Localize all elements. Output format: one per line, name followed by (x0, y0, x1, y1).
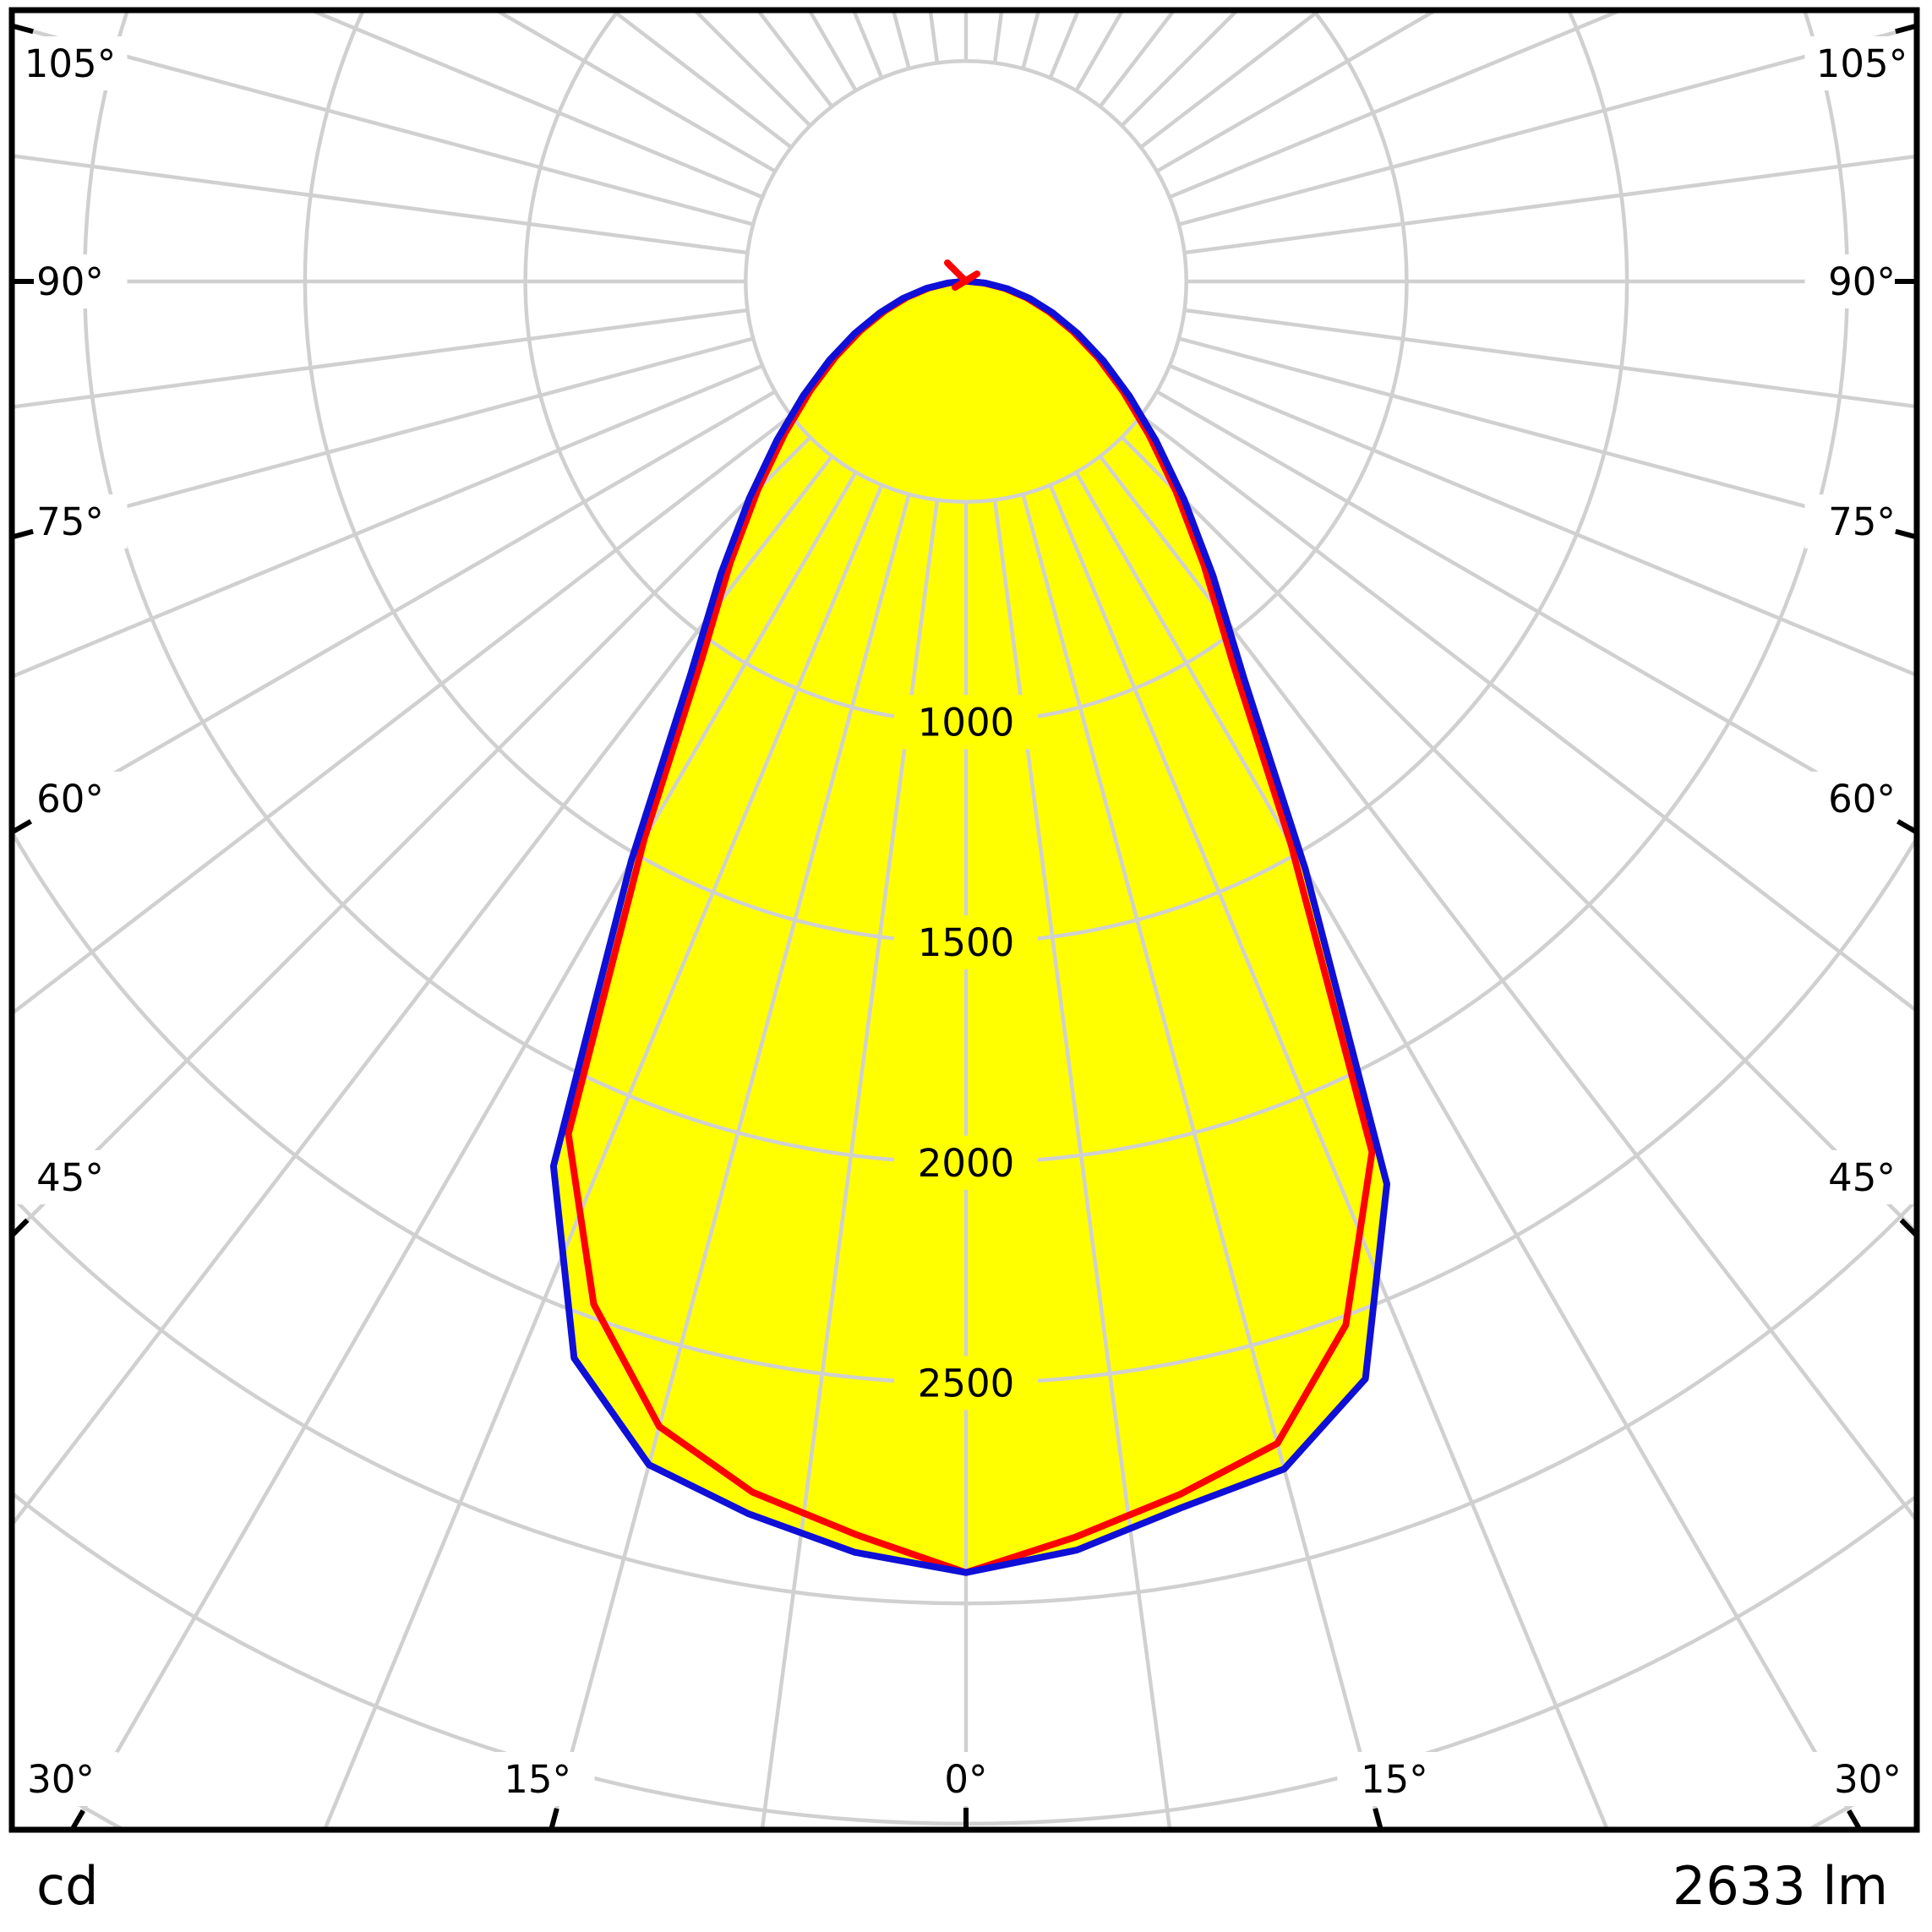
spoke-120deg (1155, 10, 1440, 173)
spoke--105deg (12, 24, 754, 226)
frame-layer (8, 7, 1920, 1833)
spoke--97.5deg (12, 154, 748, 255)
spoke-30deg (1074, 471, 1863, 1830)
axis-tick (69, 1809, 85, 1831)
spoke-22.5deg (1048, 483, 1610, 1830)
axis-tick (1896, 819, 1918, 835)
degree-label-gap (924, 1752, 1008, 1806)
ring-label-gap-1500 (894, 915, 1038, 970)
spoke-105deg (1178, 25, 1917, 226)
degree-label-gap (13, 494, 128, 549)
spoke--45deg (12, 435, 812, 1239)
ring-label-1000: 1000 (918, 700, 1015, 745)
degree-label-bottom-left-30: 30° (27, 1757, 95, 1802)
grid-label-layer: 1000 1500 2000 2500 45° 45° 60° 60° 75° 75° 90° 90°… (3, 36, 1925, 1806)
degree-label-right-60: 60° (1828, 777, 1896, 821)
degree-label-right-90: 90° (1828, 259, 1896, 304)
degree-label-right-105: 105° (1816, 41, 1907, 86)
spoke--52.5deg (12, 413, 793, 1017)
degree-label-gap (480, 1752, 595, 1806)
plot-border (8, 7, 1920, 1833)
spoke-52.5deg (1139, 413, 1917, 1014)
spoke-37.5deg (1098, 455, 1917, 1524)
degree-label-left-90: 90° (36, 259, 104, 304)
intensity-curve-layer (549, 259, 1390, 1576)
spoke-67.5deg (1168, 363, 1917, 678)
axis-tick (10, 819, 33, 835)
ring-label-2500: 2500 (918, 1362, 1015, 1406)
degree-label-gap (13, 1150, 128, 1204)
degree-label-left-60: 60° (36, 777, 104, 821)
ring-label-2000: 2000 (918, 1141, 1015, 1186)
degree-label-gap (1804, 36, 1919, 90)
axis-tick (1895, 528, 1918, 540)
apex-spike (944, 259, 969, 285)
degree-label-right-75: 75° (1828, 499, 1896, 544)
spoke--7.5deg (760, 499, 940, 1830)
degree-label-gap (1337, 1752, 1452, 1806)
degree-label-gap (13, 771, 128, 826)
spoke-112.5deg (1168, 10, 1626, 199)
spoke--37.5deg (12, 455, 834, 1529)
axis-tick (1847, 1809, 1863, 1831)
degree-label-gap (13, 36, 128, 90)
degree-label-bottom-right-15: 15° (1361, 1757, 1428, 1802)
spoke--67.5deg (12, 363, 764, 679)
degree-label-gap (1804, 494, 1919, 549)
ring-label-gap-1000 (894, 695, 1038, 750)
spoke-97.5deg (1184, 154, 1917, 255)
spoke-75deg (1178, 336, 1917, 538)
degree-label-left-105: 105° (25, 41, 116, 86)
luminous-flux-label: 2633 lm (1673, 1855, 1888, 1917)
spoke--120deg (492, 10, 777, 173)
degree-label-left-45: 45° (36, 1155, 104, 1200)
degree-label-left-75: 75° (36, 499, 104, 544)
c0-c180-curve (549, 278, 1390, 1576)
axis-tick (548, 1808, 559, 1831)
spoke--15deg (548, 494, 911, 1830)
ring-label-gap-2000 (894, 1135, 1038, 1190)
spoke--75deg (12, 336, 754, 539)
spoke-60deg (1155, 390, 1917, 833)
degree-label-bottom-0: 0° (944, 1757, 987, 1802)
spoke-82.5deg (1184, 308, 1917, 409)
degree-label-gap (1810, 1752, 1925, 1806)
degree-label-gap (3, 1752, 118, 1806)
axis-tick (1373, 1808, 1384, 1831)
apex-cross (952, 270, 980, 291)
degree-label-bottom-right-30: 30° (1834, 1757, 1902, 1802)
spoke--82.5deg (12, 308, 748, 409)
spoke--60deg (12, 390, 777, 835)
degree-label-gap (1804, 1150, 1919, 1204)
axis-tick (11, 528, 34, 540)
unit-label: cd (36, 1855, 98, 1917)
spoke-7.5deg (992, 499, 1172, 1830)
axis-tick (11, 23, 34, 35)
spoke--30deg (69, 471, 858, 1830)
axis-tick (1895, 23, 1918, 35)
spoke-15deg (1021, 494, 1384, 1830)
spoke-45deg (1120, 435, 1917, 1236)
degree-label-bottom-left-15: 15° (504, 1757, 571, 1802)
degree-label-right-45: 45° (1828, 1155, 1896, 1200)
degree-label-gap (1804, 771, 1919, 826)
spoke--112.5deg (306, 10, 764, 199)
ring-label-1500: 1500 (918, 920, 1015, 965)
spoke--22.5deg (322, 483, 884, 1830)
ring-label-gap-2500 (894, 1356, 1038, 1411)
